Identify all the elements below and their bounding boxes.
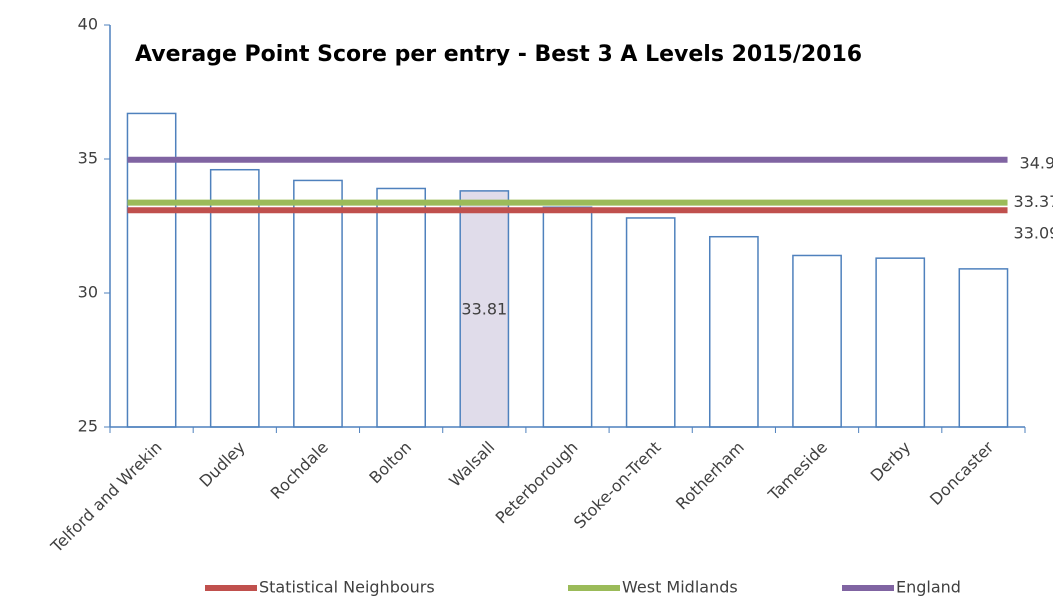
x-tick-label: Dudley xyxy=(195,438,248,491)
x-tick-label: Stoke-on-Trent xyxy=(570,438,665,533)
x-tick-label: Derby xyxy=(867,438,915,486)
chart-title: Average Point Score per entry - Best 3 A… xyxy=(135,42,862,67)
bar xyxy=(293,179,343,428)
reference-label: 33.37 xyxy=(1014,192,1053,211)
reference-label: 33.09 xyxy=(1014,224,1053,243)
y-tick-label: 25 xyxy=(78,417,98,436)
x-tick-label: Rochdale xyxy=(267,438,332,503)
legend-label: England xyxy=(896,578,961,597)
bar xyxy=(958,268,1009,428)
bar xyxy=(875,257,926,428)
x-tick-label: Doncaster xyxy=(926,437,998,509)
y-tick-label: 40 xyxy=(78,15,98,34)
legend-label: Statistical Neighbours xyxy=(259,578,435,597)
bar xyxy=(126,112,177,428)
y-tick-label: 35 xyxy=(78,149,98,168)
bar xyxy=(459,190,510,428)
x-tick-label: Walsall xyxy=(445,438,498,491)
reference-label: 34.97 xyxy=(1020,153,1053,172)
x-tick-label: Bolton xyxy=(365,438,415,488)
y-tick-label: 30 xyxy=(78,283,98,302)
x-tick-label: Peterborough xyxy=(492,438,582,528)
bar xyxy=(625,217,676,428)
x-tick-label: Telford and Wrekin xyxy=(46,438,165,557)
bar xyxy=(792,254,842,428)
bar xyxy=(542,206,593,428)
data-label: 33.81 xyxy=(461,300,507,319)
x-tick-label: Tameside xyxy=(764,438,831,505)
bar xyxy=(376,187,427,428)
x-tick-label: Rotherham xyxy=(672,438,748,514)
bar xyxy=(708,235,759,428)
legend-label: West Midlands xyxy=(622,578,738,597)
